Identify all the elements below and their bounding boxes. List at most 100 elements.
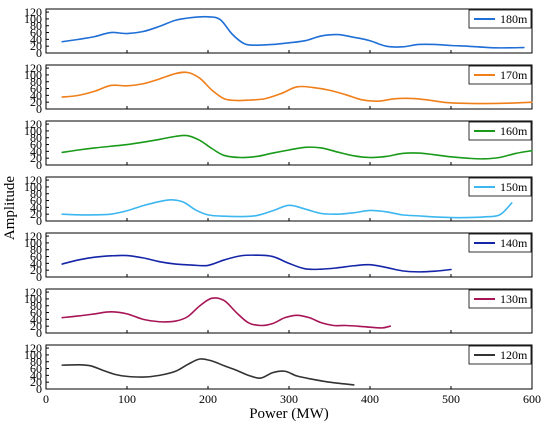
- legend-label: 120m: [500, 348, 528, 362]
- y-tick-label: 120: [24, 61, 42, 75]
- y-tick-label: 40: [30, 368, 42, 382]
- legend-label: 170m: [500, 68, 528, 82]
- panel-frame: [45, 176, 533, 222]
- series-line-170m: [61, 71, 533, 105]
- legend-label: 160m: [500, 124, 528, 138]
- y-tick-label: 40: [30, 200, 42, 214]
- y-tick-label: 80: [30, 75, 42, 89]
- legend-150m: 150m: [468, 177, 532, 197]
- y-tick-label: 80: [30, 131, 42, 145]
- y-tick-label: 0: [36, 214, 42, 228]
- legend-140m: 140m: [468, 233, 532, 253]
- legend-box: [468, 177, 532, 197]
- y-tick-label: 20: [30, 319, 42, 333]
- y-tick-label: 60: [30, 138, 42, 152]
- x-tick-label: 100: [118, 392, 136, 406]
- y-tick-label: 100: [24, 348, 42, 362]
- series-line-120m: [61, 358, 355, 386]
- y-tick-label: 40: [30, 144, 42, 158]
- y-tick-label: 60: [30, 26, 42, 40]
- y-tick-label: 100: [24, 180, 42, 194]
- y-tick-label: 60: [30, 194, 42, 208]
- y-tick-label: 60: [30, 82, 42, 96]
- y-tick-label: 0: [36, 46, 42, 60]
- y-tick-label: 20: [30, 263, 42, 277]
- y-tick-label: 120: [24, 285, 42, 299]
- y-tick-label: 0: [36, 326, 42, 340]
- series-line-130m: [61, 297, 392, 329]
- y-tick-label: 80: [30, 299, 42, 313]
- x-tick-label: 300: [280, 392, 298, 406]
- y-tick-label: 80: [30, 187, 42, 201]
- y-tick-label: 40: [30, 32, 42, 46]
- legend-label: 130m: [500, 292, 528, 306]
- y-tick-label: 20: [30, 207, 42, 221]
- panel-frame: [45, 344, 533, 390]
- y-tick-label: 60: [30, 306, 42, 320]
- legend-box: [468, 121, 532, 141]
- y-tick-label: 80: [30, 243, 42, 257]
- legend-label: 140m: [500, 236, 528, 250]
- x-tick-label: 600: [523, 392, 541, 406]
- y-tick-label: 60: [30, 250, 42, 264]
- y-tick-label: 100: [24, 12, 42, 26]
- x-tick-label: 500: [442, 392, 460, 406]
- y-tick-label: 120: [24, 173, 42, 187]
- y-tick-label: 100: [24, 236, 42, 250]
- y-tick-label: 100: [24, 292, 42, 306]
- y-tick-label: 0: [36, 102, 42, 116]
- series-line-180m: [61, 15, 525, 49]
- y-tick-label: 40: [30, 88, 42, 102]
- legend-box: [468, 65, 532, 85]
- legend-box: [468, 233, 532, 253]
- y-tick-label: 120: [24, 117, 42, 131]
- panel-frame: [45, 120, 533, 166]
- legend-170m: 170m: [468, 65, 532, 85]
- y-tick-label: 60: [30, 362, 42, 376]
- x-tick-label: 400: [361, 392, 379, 406]
- legend-box: [468, 345, 532, 365]
- series-line-140m: [61, 254, 452, 273]
- legend-130m: 130m: [468, 289, 532, 309]
- panel-frame: [45, 288, 533, 334]
- y-tick-label: 80: [30, 355, 42, 369]
- y-tick-label: 0: [36, 270, 42, 284]
- series-line-150m: [61, 199, 513, 219]
- y-tick-label: 20: [30, 151, 42, 165]
- y-tick-label: 40: [30, 256, 42, 270]
- x-axis-title: Power (MW): [249, 406, 329, 422]
- x-tick-label: 0: [43, 392, 49, 406]
- y-tick-label: 120: [24, 341, 42, 355]
- y-tick-label: 20: [30, 39, 42, 53]
- y-tick-label: 80: [30, 19, 42, 33]
- y-tick-label: 0: [36, 382, 42, 396]
- x-tick-label: 200: [199, 392, 217, 406]
- y-tick-label: 100: [24, 68, 42, 82]
- y-tick-label: 40: [30, 312, 42, 326]
- series-line-160m: [61, 134, 533, 160]
- y-tick-label: 100: [24, 124, 42, 138]
- legend-box: [468, 289, 532, 309]
- legend-box: [468, 9, 532, 29]
- legend-label: 180m: [500, 12, 528, 26]
- legend-160m: 160m: [468, 121, 532, 141]
- y-tick-label: 20: [30, 95, 42, 109]
- legend-120m: 120m: [468, 345, 532, 365]
- y-tick-label: 0: [36, 158, 42, 172]
- y-tick-label: 120: [24, 5, 42, 19]
- legend-180m: 180m: [468, 9, 532, 29]
- y-tick-label: 120: [24, 229, 42, 243]
- y-tick-label: 20: [30, 375, 42, 389]
- legend-label: 150m: [500, 180, 528, 194]
- y-axis-title: Amplitude: [2, 176, 18, 241]
